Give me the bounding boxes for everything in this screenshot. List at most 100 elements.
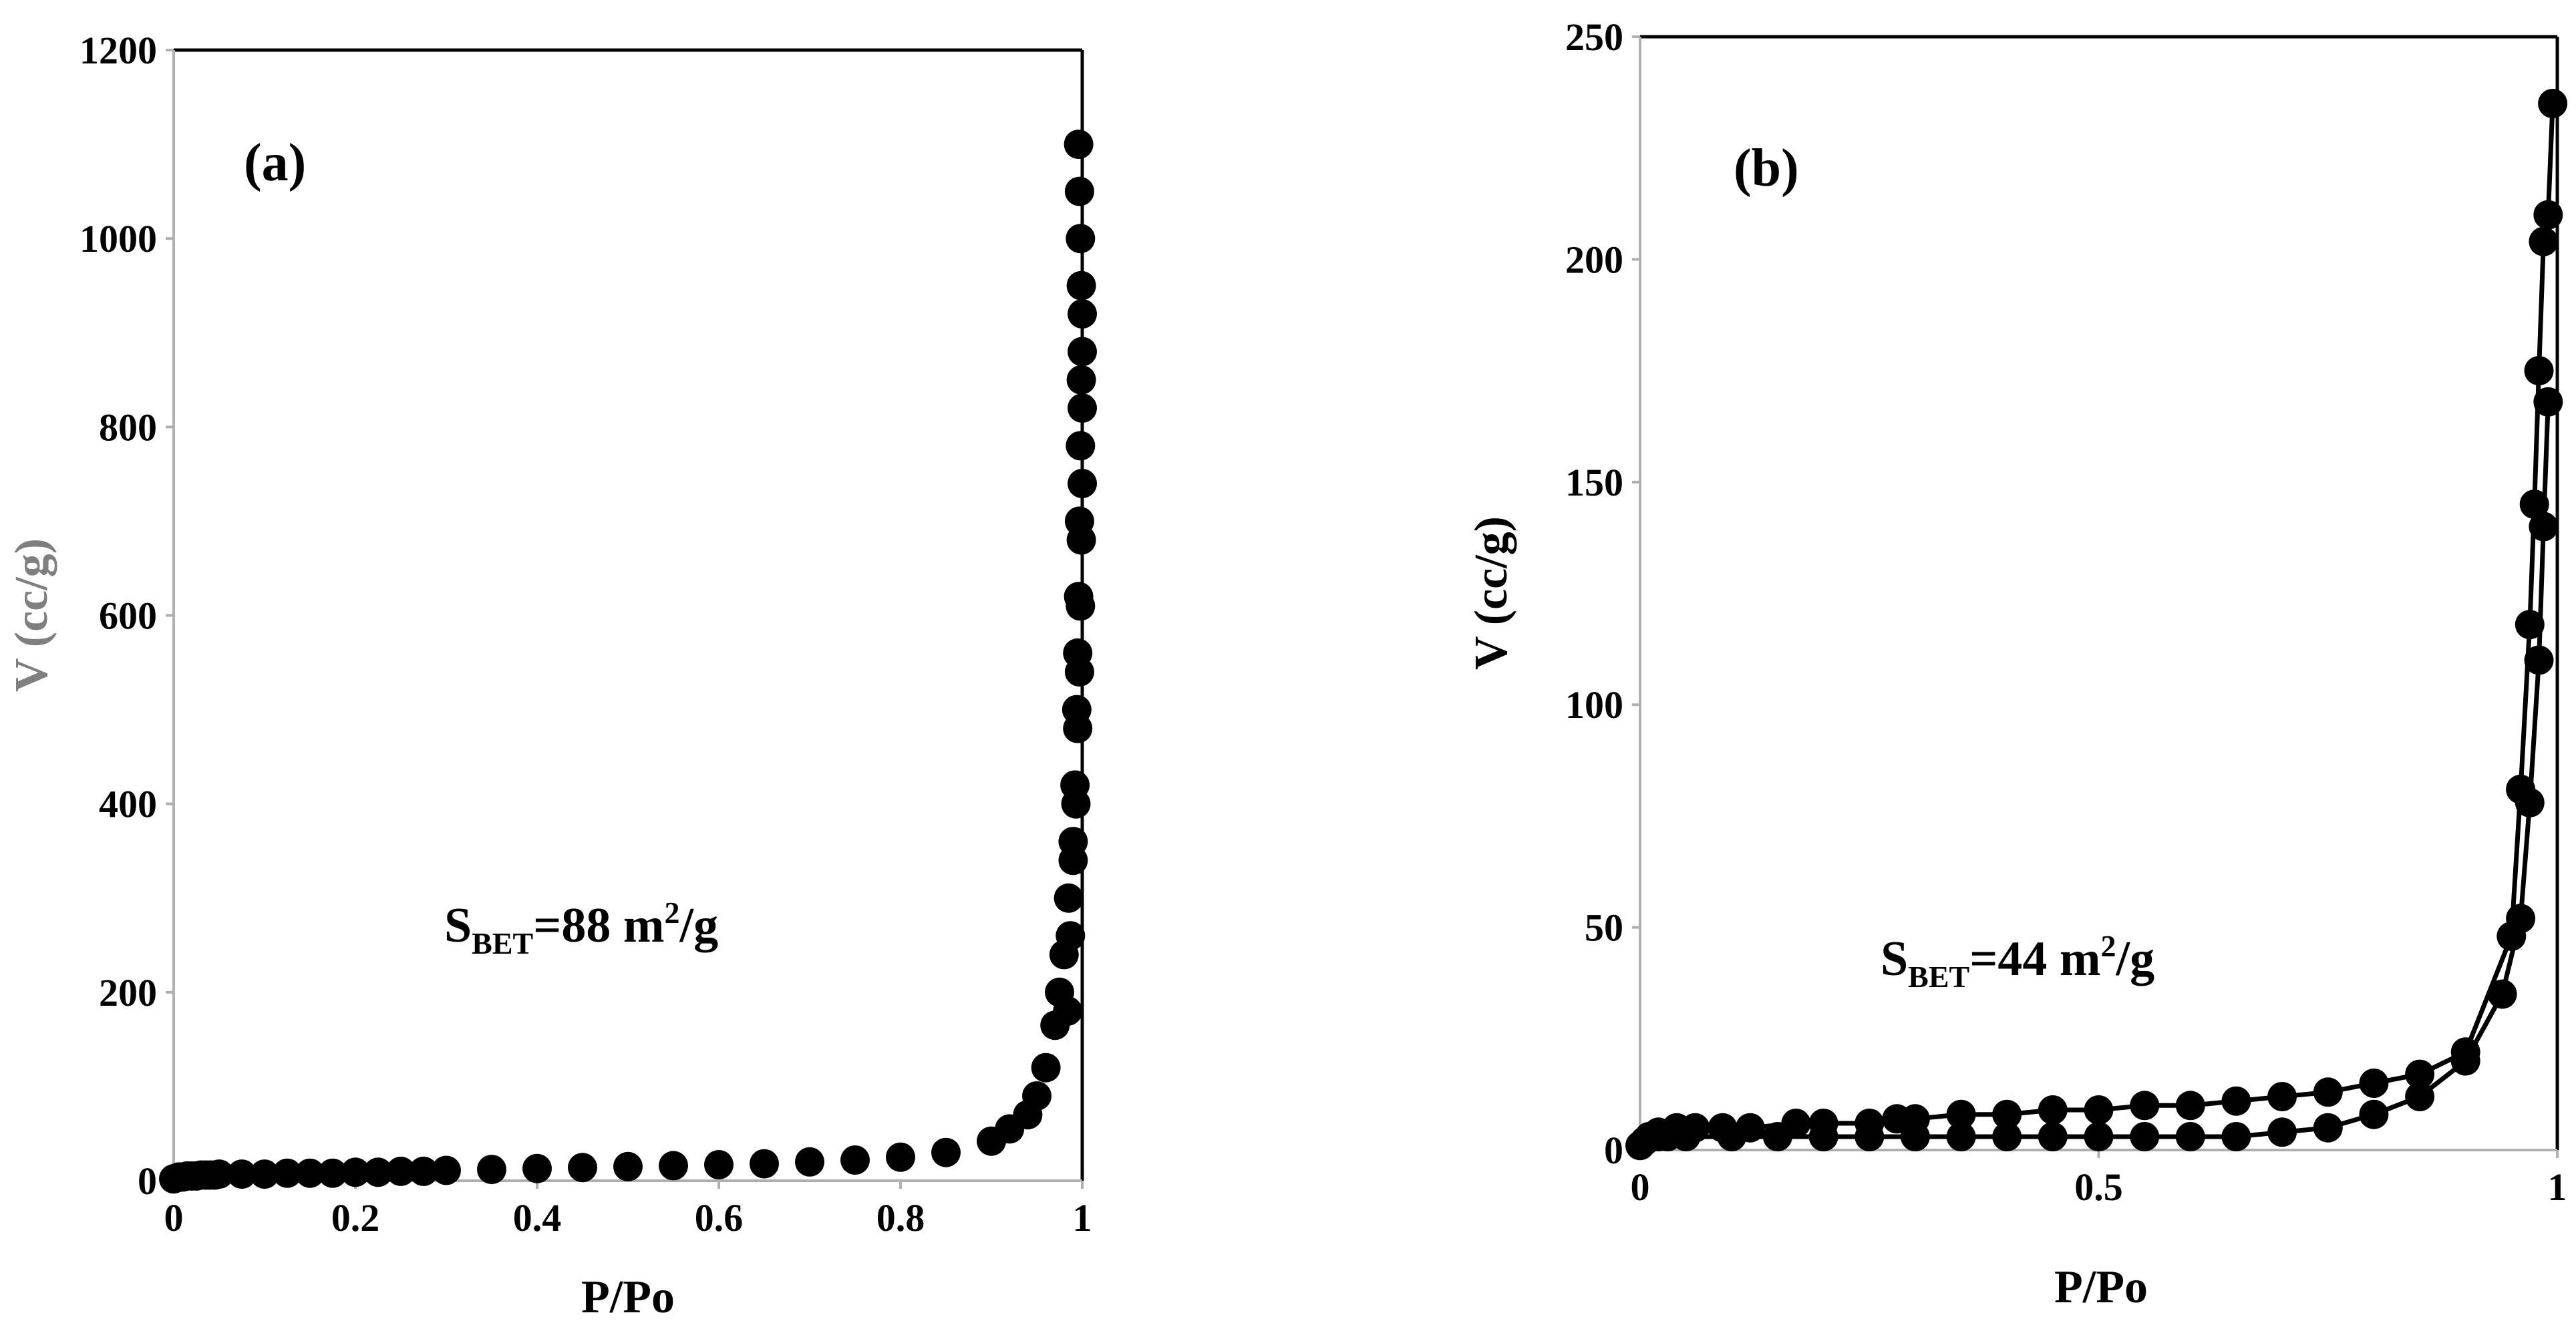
chart-a-isotherm-point	[250, 1159, 279, 1189]
chart-a-y-tick-label: 400	[99, 783, 157, 826]
chart-b-desorption-point	[1992, 1099, 2022, 1129]
chart-a-sbet-annotation: SBET=88 m2/g	[444, 896, 718, 960]
chart-a-x-tick-label: 1	[1073, 1196, 1092, 1240]
chart-a-y-tick-label: 200	[99, 971, 157, 1014]
chart-a-isotherm-point	[1058, 845, 1088, 876]
chart-b-desorption-point	[2405, 1059, 2435, 1089]
chart-a-isotherm-point	[1064, 130, 1094, 160]
chart-b-desorption-point	[1946, 1099, 1976, 1129]
chart-a-isotherm-point	[1068, 299, 1097, 329]
chart-b-adsorption-point	[2130, 1122, 2160, 1151]
chart-a-y-label: V (cc/g)	[6, 538, 57, 692]
chart-a-isotherm-point	[295, 1158, 325, 1188]
chart-b-adsorption-point	[2221, 1122, 2251, 1151]
chart-b-desorption-point	[2038, 1095, 2068, 1125]
chart-a-isotherm-point	[1066, 431, 1096, 461]
chart-a-panel-label: (a)	[244, 134, 306, 192]
chart-a-isotherm-point	[227, 1159, 257, 1189]
chart-a-y-tick-label: 600	[99, 594, 157, 638]
chart-b-adsorption-point	[2529, 512, 2559, 542]
chart-b-adsorption-point	[1946, 1122, 1976, 1151]
chart-a-isotherm-point	[1054, 883, 1084, 913]
chart-a-isotherm-point	[1066, 365, 1096, 395]
chart-b-x-label: P/Po	[2054, 1262, 2148, 1313]
chart-a-x-tick-label: 0.8	[876, 1196, 925, 1240]
chart-a-x-tick-label: 0.4	[513, 1196, 562, 1240]
chart-a-isotherm-point	[341, 1157, 370, 1187]
chart-b-desorption-point	[2221, 1086, 2251, 1116]
chart-panel-a: 0 200 400 600 800 1000 1200 0 0.2 0.4 0.6 0.8 1 (a)…	[6, 29, 1097, 1323]
chart-b-x-tick-label: 0	[1631, 1165, 1650, 1209]
chart-b-adsorption-line	[1638, 401, 2551, 1147]
chart-b-adsorption-point	[2038, 1122, 2068, 1151]
chart-b-desorption-point	[1855, 1109, 1885, 1138]
chart-b-desorption-point	[2130, 1091, 2160, 1121]
chart-b-adsorption-point	[2267, 1117, 2297, 1147]
chart-a-isotherm-point	[273, 1158, 302, 1188]
chart-b-desorption-point	[2519, 490, 2549, 520]
chart-b-desorption-point	[1629, 1126, 1659, 1156]
chart-b-series-lines	[1638, 103, 2555, 1147]
chart-b-y-tick-label: 50	[1585, 906, 1623, 950]
chart-a-points	[159, 130, 1097, 1194]
chart-b-y-tick-label: 0	[1604, 1129, 1623, 1172]
chart-a-isotherm-point	[318, 1158, 347, 1188]
chart-a-isotherm-point	[1066, 270, 1096, 301]
chart-b-desorption-point	[2313, 1077, 2343, 1107]
chart-a-isotherm-point	[204, 1159, 234, 1189]
chart-a-x-ticks: 0 0.2 0.4 0.6 0.8 1	[164, 1181, 1092, 1240]
chart-a-isotherm-point	[363, 1157, 393, 1187]
chart-b-adsorption-point	[2084, 1122, 2114, 1151]
chart-b-desorption-point	[2538, 89, 2568, 118]
chart-b-desorption-point	[1735, 1113, 1765, 1143]
chart-a-isotherm-point	[704, 1150, 734, 1179]
chart-a-isotherm-point	[1064, 176, 1094, 206]
chart-b-x-tick-label: 0.5	[2074, 1165, 2123, 1209]
chart-b-y-label: V (cc/g)	[1466, 516, 1517, 670]
chart-b-y-tick-label: 200	[1565, 238, 1623, 281]
chart-a-isotherm-point	[1061, 789, 1091, 819]
chart-a-isotherm-point	[1031, 1053, 1061, 1083]
chart-a-x-label: P/Po	[581, 1272, 675, 1323]
chart-a-isotherm-point	[840, 1145, 870, 1175]
chart-b-desorption-point	[2529, 226, 2559, 256]
chart-b-adsorption-point	[2487, 979, 2517, 1009]
chart-a-isotherm-point	[432, 1155, 461, 1185]
chart-b-desorption-point	[1781, 1109, 1811, 1138]
chart-b-adsorption-point	[2524, 645, 2554, 675]
chart-b-desorption-point	[2524, 356, 2554, 386]
chart-b-adsorption-point	[2313, 1113, 2343, 1143]
chart-a-y-tick-label: 1200	[79, 29, 157, 72]
chart-a-isotherm-point	[1064, 657, 1094, 687]
chart-b-adsorption-point	[2359, 1099, 2389, 1129]
chart-b-adsorption-point	[2405, 1082, 2435, 1111]
chart-a-isotherm-point	[613, 1151, 643, 1181]
chart-a-isotherm-point	[1053, 996, 1083, 1026]
chart-b-y-ticks: 0 50 100 150 200 250	[1565, 15, 1640, 1172]
chart-a-y-tick-label: 800	[99, 405, 157, 449]
chart-a-y-tick-label: 0	[138, 1159, 157, 1203]
chart-a-y-tick-label: 1000	[79, 217, 157, 260]
chart-a-isotherm-point	[1068, 393, 1097, 423]
chart-b-y-tick-label: 150	[1565, 461, 1623, 504]
chart-a-isotherm-point	[477, 1155, 506, 1185]
chart-a-x-tick-label: 0.2	[331, 1196, 380, 1240]
chart-b-desorption-point	[2175, 1091, 2205, 1121]
chart-a-isotherm-point	[1066, 525, 1096, 555]
chart-b-desorption-point	[2497, 921, 2527, 951]
chart-b-panel-label: (b)	[1734, 139, 1799, 198]
chart-a-isotherm-point	[750, 1149, 779, 1179]
chart-b-desorption-point	[2533, 200, 2563, 230]
chart-a-isotherm-point	[659, 1151, 688, 1181]
chart-b-x-tick-label: 1	[2548, 1165, 2567, 1209]
chart-a-y-ticks: 0 200 400 600 800 1000 1200	[79, 29, 174, 1203]
chart-b-desorption-point	[2506, 774, 2536, 804]
chart-a-isotherm-point	[931, 1137, 961, 1167]
chart-a-isotherm-point	[1068, 337, 1097, 367]
chart-b-y-tick-label: 100	[1565, 683, 1623, 727]
chart-b-sbet-annotation: SBET=44 m2/g	[1881, 929, 2154, 994]
chart-a-isotherm-point	[1068, 469, 1097, 498]
chart-b-desorption-point	[2450, 1037, 2480, 1067]
chart-a-isotherm-point	[1066, 591, 1096, 621]
